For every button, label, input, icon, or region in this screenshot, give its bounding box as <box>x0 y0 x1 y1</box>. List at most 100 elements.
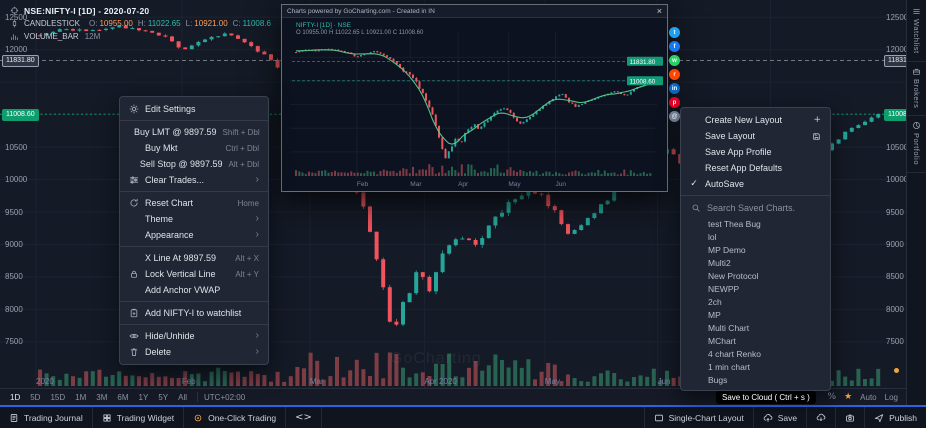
timeframe-button-3m[interactable]: 3M <box>96 392 108 402</box>
layout-menu-item-create-new-layout[interactable]: Create New Layout + <box>681 112 830 128</box>
toolbar-divider <box>197 392 199 402</box>
sidebar-tab-watchlist[interactable]: Watchlist <box>907 2 926 62</box>
context-menu-item-appearance[interactable]: Appearance › <box>120 227 268 243</box>
preview-title-bar[interactable]: Charts powered by GoCharting.com - Creat… <box>282 5 667 18</box>
sidebar-tab-label: Watchlist <box>912 19 921 54</box>
share-email-button[interactable]: @ <box>669 111 680 122</box>
eye-icon <box>129 334 138 338</box>
close-icon[interactable]: × <box>656 6 662 16</box>
list-icon <box>913 9 920 14</box>
menu-item-label: Buy LMT @ 9897.59 <box>134 127 217 137</box>
share-whatsapp-button[interactable]: w <box>669 55 680 66</box>
timeframe-button-15d[interactable]: 15D <box>50 392 66 402</box>
camera-icon <box>846 414 854 422</box>
symbol-title[interactable]: NSE:NIFTY-I [1D] - 2020-07-20 <box>24 5 150 16</box>
saved-chart-item-bugs[interactable]: Bugs <box>708 374 728 385</box>
preview-symbol: NIFTY-I [1D] · NSE <box>296 22 352 29</box>
context-menu-item-add-anchor-vwap[interactable]: Add Anchor VWAP <box>120 282 268 298</box>
saved-chart-item-newpp[interactable]: NEWPP <box>708 283 740 294</box>
gocharting-watermark: GoCharting <box>390 350 482 367</box>
auto-scale-toggle[interactable]: Auto <box>860 392 877 402</box>
status-item-cloud-down[interactable] <box>806 407 835 428</box>
chevron-right-icon: › <box>255 213 259 224</box>
status-item-publish[interactable]: Publish <box>864 407 926 428</box>
timeframe-button-5d[interactable]: 5D <box>30 392 41 402</box>
share-facebook-button[interactable]: f <box>669 41 680 52</box>
menu-item-icon <box>128 308 139 318</box>
status-item-save[interactable]: Save <box>752 407 806 428</box>
saved-charts-search[interactable]: Search Saved Charts. <box>681 199 830 217</box>
timezone-label[interactable]: UTC+02:00 <box>204 392 246 402</box>
share-pinterest-button[interactable]: p <box>669 97 680 108</box>
volume-indicator-name[interactable]: VOLUME_BAR <box>24 32 79 41</box>
context-menu-item-buy-lmt-9897-59[interactable]: Buy LMT @ 9897.59 Shift + Dbl <box>120 124 268 140</box>
timeframe-button-1d[interactable]: 1D <box>10 392 21 402</box>
context-menu-item-x-line-at-9897-59[interactable]: X Line At 9897.59 Alt + X <box>120 250 268 266</box>
context-menu-item-clear-trades[interactable]: Clear Trades... › <box>120 172 268 188</box>
saved-chart-item-multi2[interactable]: Multi2 <box>708 257 731 268</box>
notification-dot[interactable] <box>894 368 899 373</box>
menu-separator <box>120 120 268 121</box>
timeframe-button-5y[interactable]: 5Y <box>158 392 169 402</box>
gear-icon <box>129 104 138 114</box>
status-item-label: Save <box>777 412 798 423</box>
saved-chart-item-new-protocol[interactable]: New Protocol <box>708 270 759 281</box>
status-item-camera[interactable] <box>835 407 864 428</box>
timeframe-button-6m[interactable]: 6M <box>117 392 129 402</box>
search-icon <box>692 204 700 212</box>
status-item-one-click-trading[interactable]: One-Click Trading <box>184 407 287 428</box>
saved-chart-item-mp[interactable]: MP <box>708 309 721 320</box>
layout-menu-item-save-layout[interactable]: Save Layout <box>681 128 830 144</box>
status-item-trading-journal[interactable]: Trading Journal <box>0 407 93 428</box>
layout-menu-item-autosave[interactable]: ✓ AutoSave <box>681 176 830 192</box>
indicator-name[interactable]: CANDLESTICK <box>24 19 81 28</box>
context-menu-item-buy-mkt[interactable]: Buy Mkt Ctrl + Dbl <box>120 140 268 156</box>
ohlc-label: H: <box>137 19 146 28</box>
context-menu-item-theme[interactable]: Theme › <box>120 211 268 227</box>
status-right-group: Single-Chart Layout Save Publish <box>643 407 926 428</box>
status-item-single-chart-layout[interactable]: Single-Chart Layout <box>643 407 753 428</box>
share-reddit-button[interactable]: r <box>669 69 680 80</box>
saved-chart-item-lol[interactable]: lol <box>708 231 717 242</box>
context-menu-item-delete[interactable]: Delete › <box>120 344 268 360</box>
sidebar-tab-brokers[interactable]: Brokers <box>907 62 926 116</box>
saved-chart-item-4-chart-renko[interactable]: 4 chart Renko <box>708 348 761 359</box>
code-icon: <> <box>295 411 312 423</box>
context-menu-item-add-nifty-i-to-watchlist[interactable]: Add NIFTY-I to watchlist <box>120 305 268 321</box>
share-twitter-button[interactable]: t <box>669 27 680 38</box>
saved-chart-item-mp-demo[interactable]: MP Demo <box>708 244 746 255</box>
menu-item-label: Reset Chart <box>145 198 194 208</box>
saved-chart-item-1-min-chart[interactable]: 1 min chart <box>708 361 751 372</box>
menu-item-label: Add NIFTY-I to watchlist <box>145 308 242 318</box>
timeframe-button-all[interactable]: All <box>178 392 188 402</box>
layout-menu-item-reset-app-defaults[interactable]: Reset App Defaults <box>681 160 830 176</box>
saved-chart-item-test-thea-bug[interactable]: test Thea Bug <box>708 218 761 229</box>
sidebar-tab-portfolio[interactable]: Portfolio <box>907 116 926 174</box>
context-menu-item-lock-vertical-line[interactable]: Lock Vertical Line Alt + Y <box>120 266 268 282</box>
status-item-label: One-Click Trading <box>208 412 277 423</box>
layout-menu-item-save-app-profile[interactable]: Save App Profile <box>681 144 830 160</box>
saved-chart-item-multi-chart[interactable]: Multi Chart <box>708 322 750 333</box>
timeframe-button-1y[interactable]: 1Y <box>138 392 149 402</box>
timeframe-button-1m[interactable]: 1M <box>75 392 87 402</box>
sidebar-tab-label: Portfolio <box>912 133 921 166</box>
menu-item-label: Theme <box>145 214 174 224</box>
ohlc-label: O: <box>89 19 98 28</box>
log-scale-toggle[interactable]: Log <box>884 392 898 402</box>
context-menu-item-edit-settings[interactable]: Edit Settings <box>120 101 268 117</box>
share-linkedin-button[interactable]: in <box>669 83 680 94</box>
saved-chart-item-mchart[interactable]: MChart <box>708 335 736 346</box>
star-icon: ★ <box>844 391 853 402</box>
scale-controls: % ★ Auto Log <box>828 391 898 402</box>
preview-ohlc: O 10955.00 H 11022.65 L 10921.00 C 11008… <box>296 30 424 36</box>
status-item-code[interactable]: <> <box>286 407 322 428</box>
preview-month-label: Feb <box>357 181 369 188</box>
lock-icon <box>130 270 137 278</box>
menu-item-label: Clear Trades... <box>145 175 205 185</box>
clipboard-icon <box>130 308 137 318</box>
context-menu-item-sell-stop-9897-59[interactable]: Sell Stop @ 9897.59 Alt + Dbl <box>120 156 268 172</box>
status-item-trading-widget[interactable]: Trading Widget <box>93 407 185 428</box>
context-menu-item-reset-chart[interactable]: Reset Chart Home <box>120 195 268 211</box>
context-menu-item-hide-unhide[interactable]: Hide/Unhide › <box>120 328 268 344</box>
saved-chart-item-2ch[interactable]: 2ch <box>708 296 722 307</box>
